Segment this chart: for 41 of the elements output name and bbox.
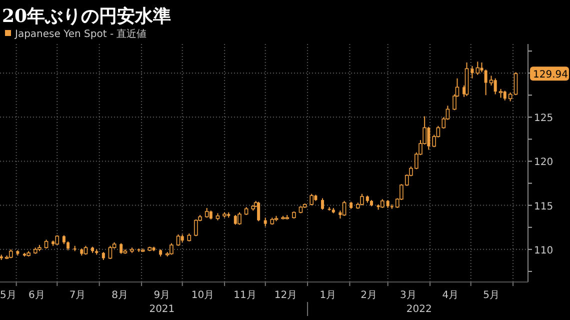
legend-label: Japanese Yen Spot - 直近値 bbox=[14, 28, 147, 40]
candlestick bbox=[204, 207, 209, 218]
x-tick-label: 9月 bbox=[154, 290, 170, 301]
x-tick-label: 7月 bbox=[69, 290, 86, 301]
x-tick-label: 5月 bbox=[0, 290, 16, 301]
candlestick bbox=[342, 200, 346, 216]
candlestick bbox=[476, 61, 480, 76]
candlestick bbox=[194, 218, 198, 237]
y-tick-label: 125 bbox=[534, 113, 554, 124]
annotation: 129.94 bbox=[533, 70, 568, 81]
candlestick bbox=[470, 66, 474, 79]
x-tick-label: 2月 bbox=[360, 290, 377, 301]
x-tick-label: 8月 bbox=[112, 290, 128, 301]
candlestick bbox=[55, 234, 60, 246]
candlestick bbox=[494, 78, 497, 95]
y-tick-label: 110 bbox=[534, 245, 554, 256]
candlestick bbox=[108, 245, 112, 260]
x-tick-label: 12月 bbox=[274, 290, 298, 301]
candlestick bbox=[238, 212, 242, 226]
candlestick bbox=[360, 193, 364, 206]
candlestick bbox=[310, 193, 314, 206]
x-tick-label: 10月 bbox=[191, 290, 214, 301]
y-tick-label: 115 bbox=[534, 201, 554, 212]
candlestick bbox=[120, 242, 123, 254]
candlestick bbox=[321, 198, 324, 210]
x-tick-label: 1月 bbox=[320, 290, 336, 301]
chart-title: 20年ぶりの円安水準 bbox=[2, 6, 172, 27]
candlestick bbox=[176, 234, 180, 246]
x2-tick-label: 2022 bbox=[406, 304, 432, 315]
x-tick-label: 6月 bbox=[28, 290, 45, 301]
x-tick-label: 5月 bbox=[483, 290, 500, 301]
y-tick-label: 120 bbox=[534, 157, 554, 168]
x2-tick-label: 2021 bbox=[149, 304, 175, 315]
x-tick-label: 3月 bbox=[400, 290, 416, 301]
candlestick bbox=[514, 72, 518, 96]
candlestick bbox=[503, 90, 506, 101]
candlestick bbox=[170, 242, 174, 256]
candlestick bbox=[257, 201, 260, 222]
x-tick-label: 4月 bbox=[442, 290, 459, 301]
x-tick-label: 11月 bbox=[234, 290, 256, 301]
candlestick bbox=[484, 69, 488, 96]
